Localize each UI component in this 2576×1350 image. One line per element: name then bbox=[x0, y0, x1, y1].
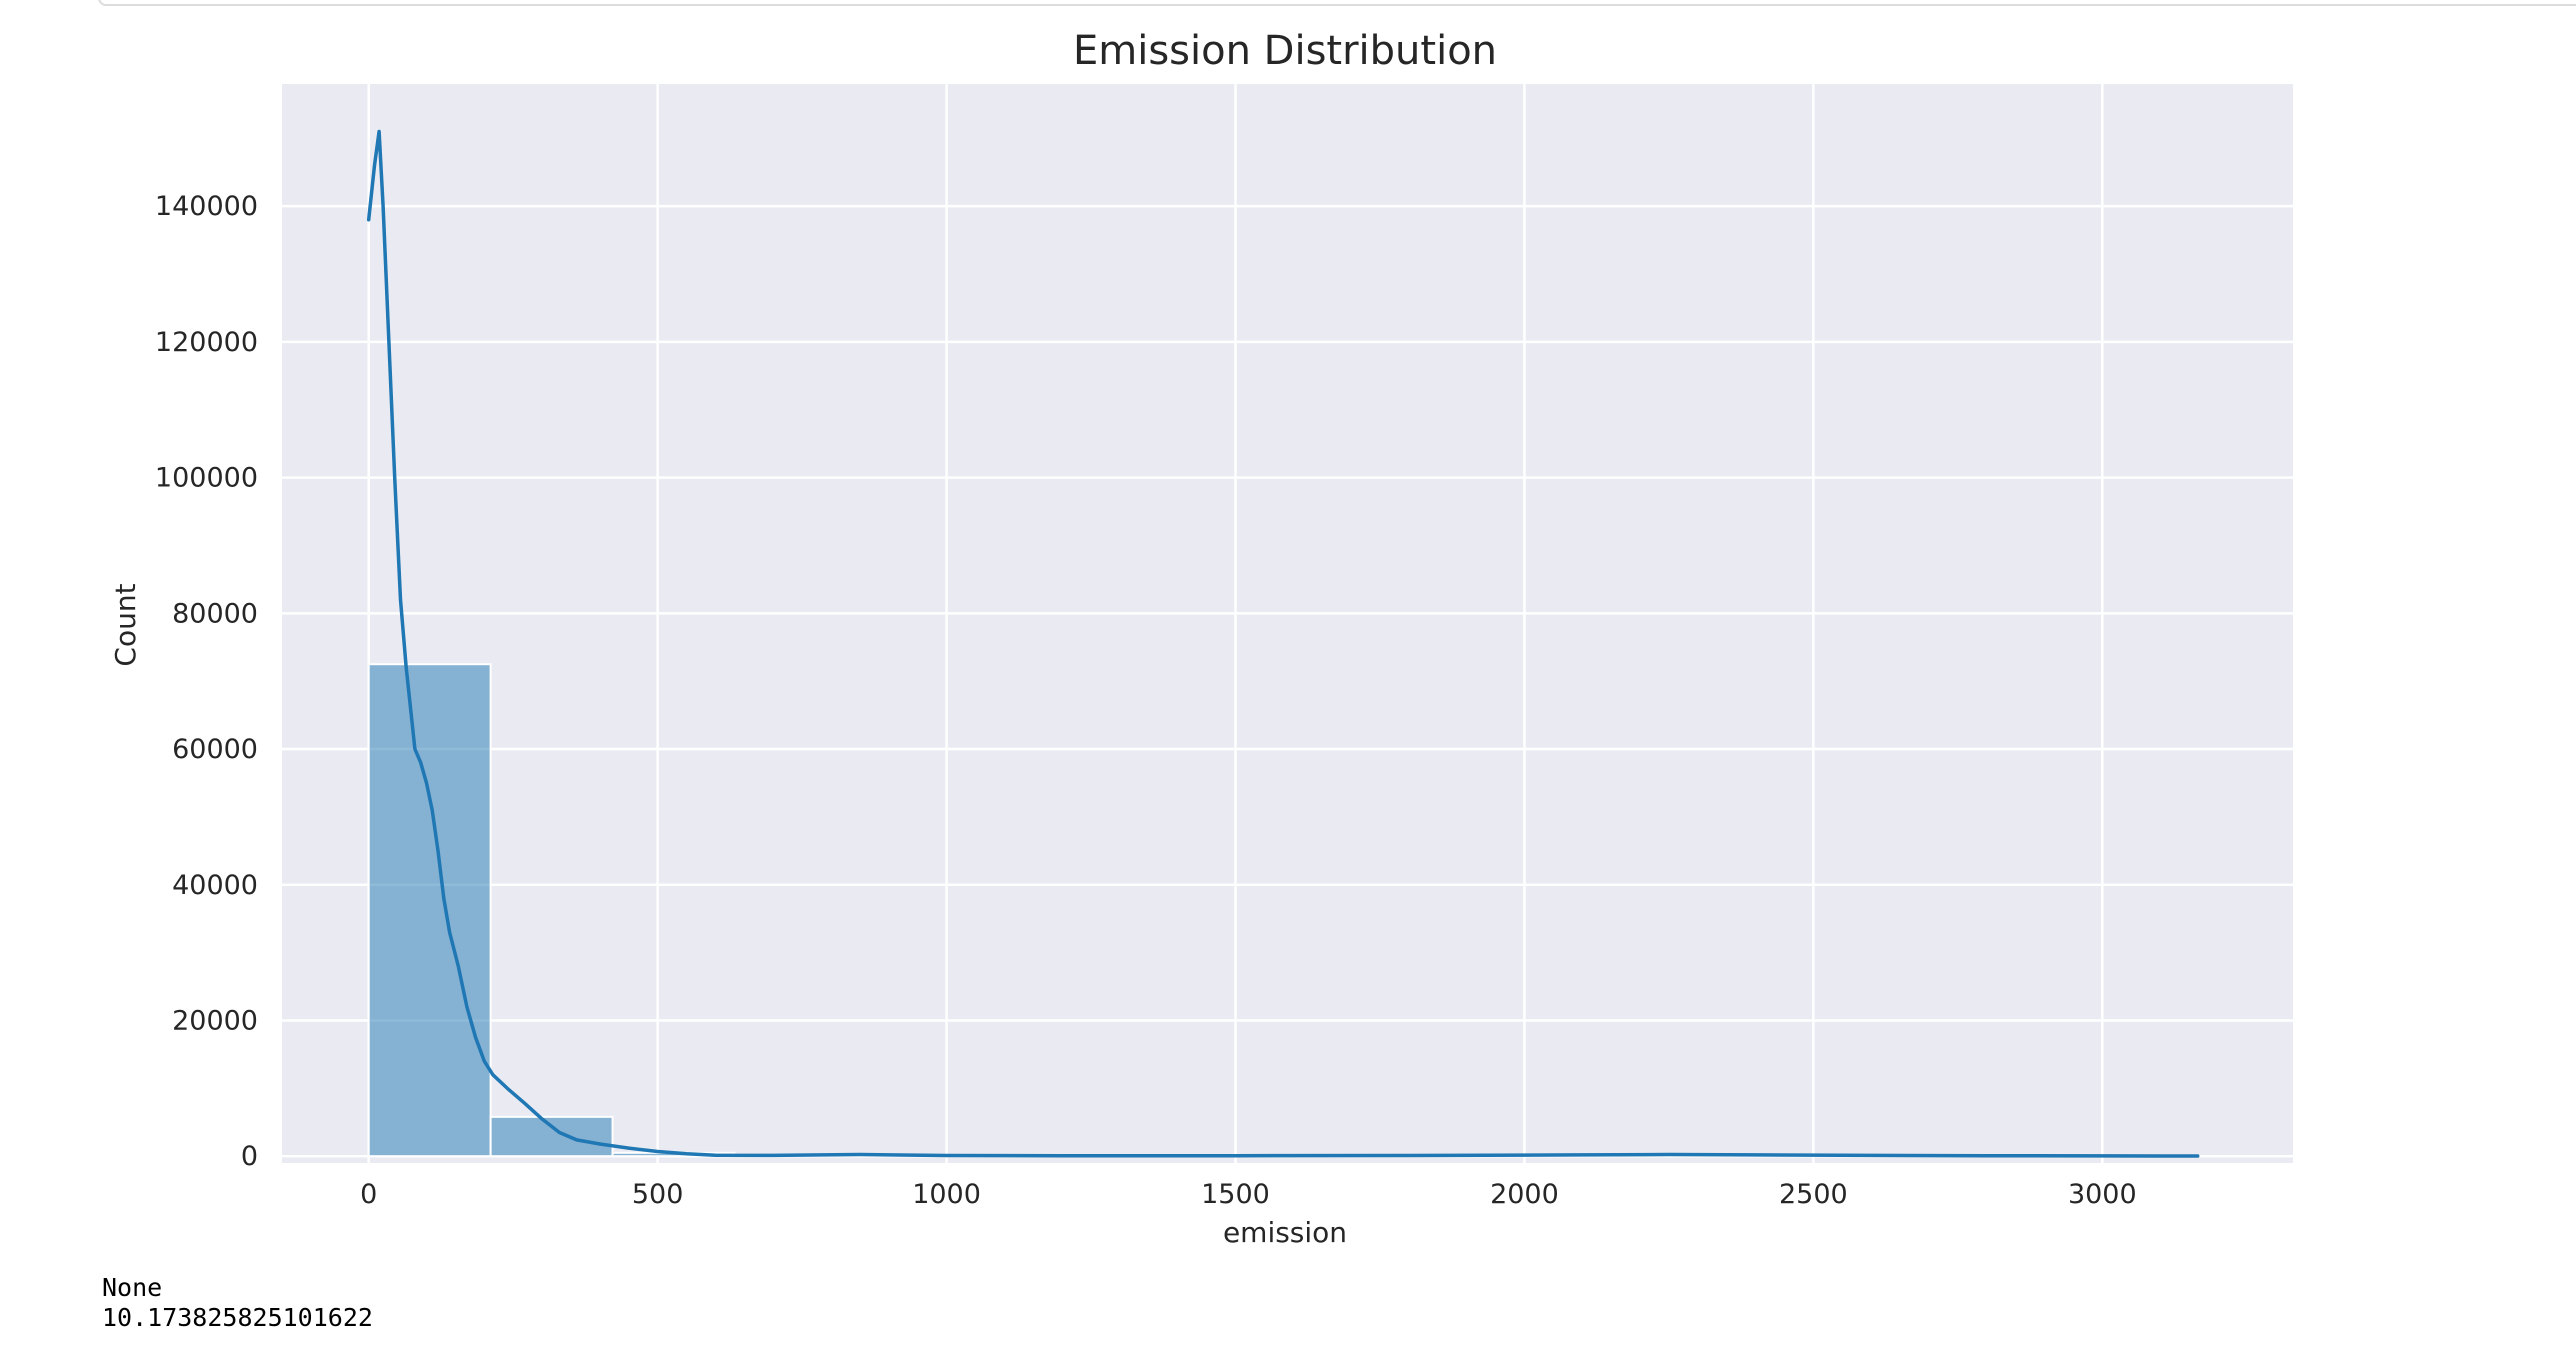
kde-line bbox=[366, 129, 2200, 1158]
x-tick-label: 1500 bbox=[1201, 1179, 1270, 1210]
x-tick-label: 1000 bbox=[912, 1179, 981, 1210]
histogram-bar bbox=[367, 663, 492, 1158]
x-tick-label: 500 bbox=[632, 1179, 684, 1210]
y-tick-label: 60000 bbox=[172, 734, 258, 765]
x-tick-label: 2000 bbox=[1490, 1179, 1559, 1210]
x-axis-label: emission bbox=[1223, 1216, 1347, 1249]
plot-area bbox=[282, 84, 2293, 1163]
y-tick-label: 120000 bbox=[155, 327, 258, 358]
x-tick-label: 2500 bbox=[1779, 1179, 1848, 1210]
x-tick-label: 3000 bbox=[2068, 1179, 2137, 1210]
x-tick-labels: 0 500 1000 1500 2000 2500 3000 bbox=[360, 1179, 2137, 1210]
histogram-figure: Emission Distribution 0 500 1000 1500 2000 25… bbox=[109, 28, 2293, 1249]
chart-title: Emission Distribution bbox=[1073, 28, 1497, 74]
grid-lines bbox=[282, 84, 2293, 1163]
cell-output-text: None 10.173825825101622 bbox=[102, 1273, 373, 1333]
y-tick-label: 100000 bbox=[155, 463, 258, 494]
y-tick-label: 40000 bbox=[172, 870, 258, 901]
y-tick-label: 80000 bbox=[172, 598, 258, 629]
output-line: 10.173825825101622 bbox=[102, 1303, 373, 1332]
output-line: None bbox=[102, 1273, 163, 1302]
y-tick-label: 140000 bbox=[155, 191, 258, 222]
y-tick-label: 0 bbox=[241, 1141, 258, 1172]
x-tick-label: 0 bbox=[360, 1179, 377, 1210]
histogram-bar bbox=[489, 1115, 614, 1158]
y-axis-label: Count bbox=[109, 583, 142, 666]
y-tick-label: 20000 bbox=[172, 1005, 258, 1036]
code-cell-border bbox=[98, 0, 2576, 6]
y-tick-labels: 0 20000 40000 60000 80000 100000 120000 140000 bbox=[155, 191, 258, 1172]
